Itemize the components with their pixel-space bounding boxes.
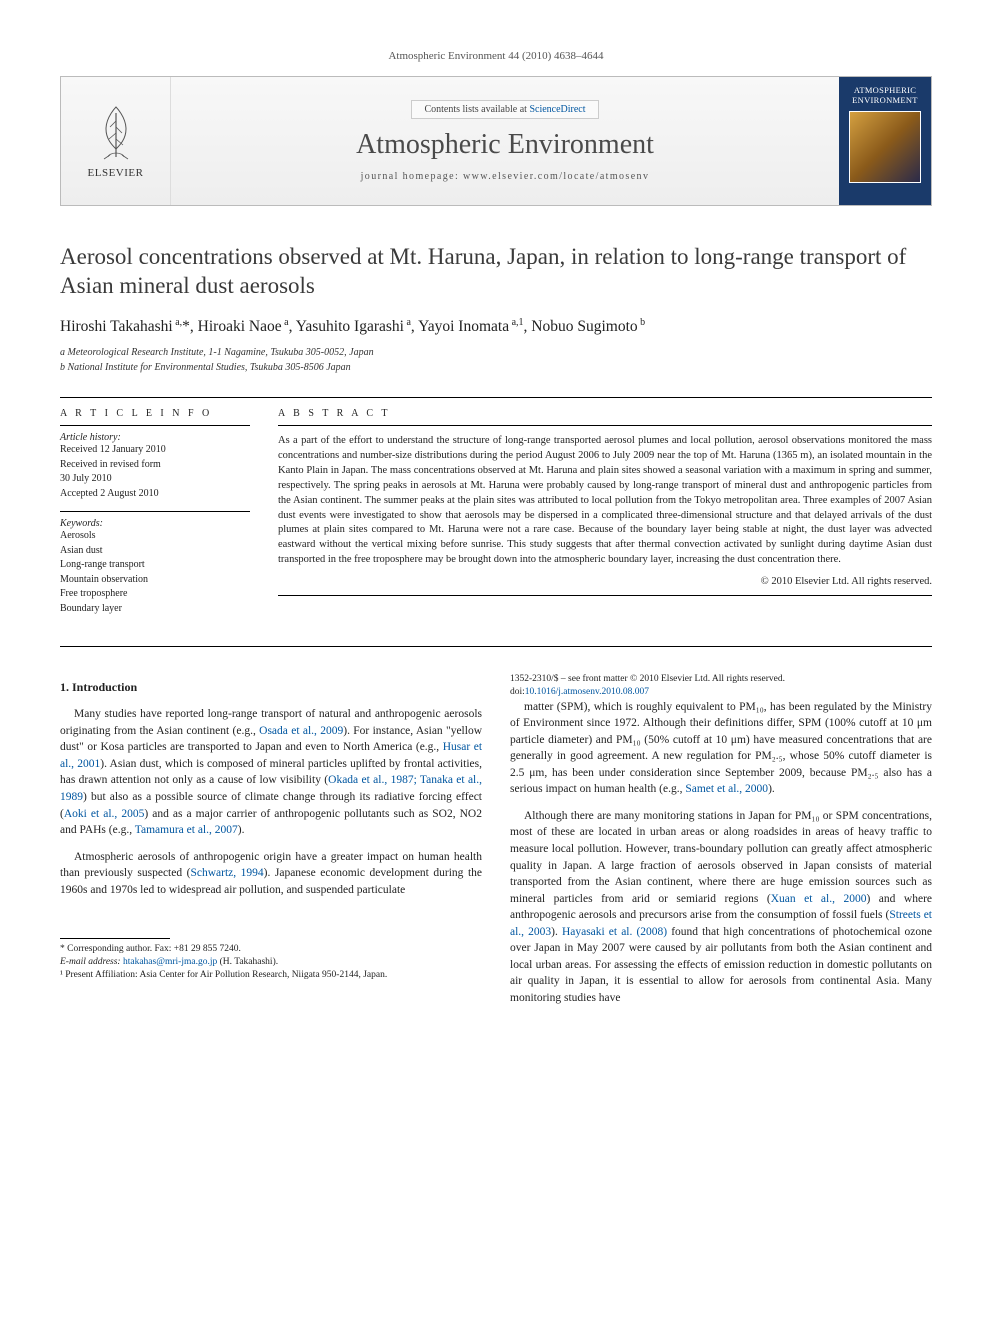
body-p2: Atmospheric aerosols of anthropogenic or…: [60, 849, 482, 899]
affiliation-a: a Meteorological Research Institute, 1-1…: [60, 346, 932, 360]
corresponding-author-note: * Corresponding author. Fax: +81 29 855 …: [60, 943, 482, 956]
journal-title: Atmospheric Environment: [356, 129, 654, 161]
email-line: E-mail address: htakahas@mri-jma.go.jp (…: [60, 956, 482, 969]
article-body: 1. Introduction Many studies have report…: [60, 673, 932, 1006]
body-p1: Many studies have reported long-range tr…: [60, 706, 482, 838]
footnotes: * Corresponding author. Fax: +81 29 855 …: [60, 938, 482, 981]
abstract-head: A B S T R A C T: [278, 408, 932, 419]
journal-cover-thumb: ATMOSPHERIC ENVIRONMENT: [839, 77, 931, 205]
contents-prefix: Contents lists available at: [424, 104, 529, 115]
doi-line: doi:10.1016/j.atmosenv.2010.08.007: [510, 686, 932, 699]
cover-title: ATMOSPHERIC ENVIRONMENT: [843, 85, 927, 105]
publisher-logo: ELSEVIER: [61, 77, 171, 205]
journal-homepage: journal homepage: www.elsevier.com/locat…: [361, 171, 650, 182]
cover-image: [849, 111, 921, 183]
author-list: Hiroshi Takahashi a,*, Hiroaki Naoe a, Y…: [60, 317, 932, 336]
contents-available: Contents lists available at ScienceDirec…: [411, 100, 598, 119]
body-p3: matter (SPM), which is roughly equivalen…: [510, 699, 932, 798]
article-info-head: A R T I C L E I N F O: [60, 408, 250, 419]
elsevier-tree-icon: [92, 103, 140, 161]
affiliation-b: b National Institute for Environmental S…: [60, 361, 932, 375]
abstract-text: As a part of the effort to understand th…: [278, 434, 932, 568]
email-label: E-mail address:: [60, 957, 123, 967]
article-info-column: A R T I C L E I N F O Article history: R…: [60, 398, 250, 616]
email-suffix: (H. Takahashi).: [217, 957, 278, 967]
present-affiliation-note: ¹ Present Affiliation: Asia Center for A…: [60, 969, 482, 982]
running-head: Atmospheric Environment 44 (2010) 4638–4…: [60, 50, 932, 62]
doi-link[interactable]: 10.1016/j.atmosenv.2010.08.007: [525, 687, 649, 697]
copyright-block: 1352-2310/$ – see front matter © 2010 El…: [510, 673, 932, 699]
divider: [60, 646, 932, 647]
journal-masthead: ELSEVIER Contents lists available at Sci…: [60, 76, 932, 206]
abstract-column: A B S T R A C T As a part of the effort …: [278, 398, 932, 616]
abstract-copyright: © 2010 Elsevier Ltd. All rights reserved…: [278, 576, 932, 587]
keywords-list: AerosolsAsian dustLong-range transportMo…: [60, 529, 250, 616]
article-title: Aerosol concentrations observed at Mt. H…: [60, 242, 932, 301]
front-matter-line: 1352-2310/$ – see front matter © 2010 El…: [510, 673, 932, 686]
section-1-heading: 1. Introduction: [60, 679, 482, 696]
sciencedirect-link[interactable]: ScienceDirect: [529, 104, 585, 115]
history-label: Article history:: [60, 432, 250, 443]
article-history: Received 12 January 2010Received in revi…: [60, 443, 250, 501]
doi-prefix: doi:: [510, 687, 525, 697]
keywords-label: Keywords:: [60, 518, 250, 529]
body-p4: Although there are many monitoring stati…: [510, 808, 932, 1007]
publisher-name: ELSEVIER: [88, 167, 144, 179]
affiliations: a Meteorological Research Institute, 1-1…: [60, 346, 932, 375]
author-email[interactable]: htakahas@mri-jma.go.jp: [123, 957, 217, 967]
